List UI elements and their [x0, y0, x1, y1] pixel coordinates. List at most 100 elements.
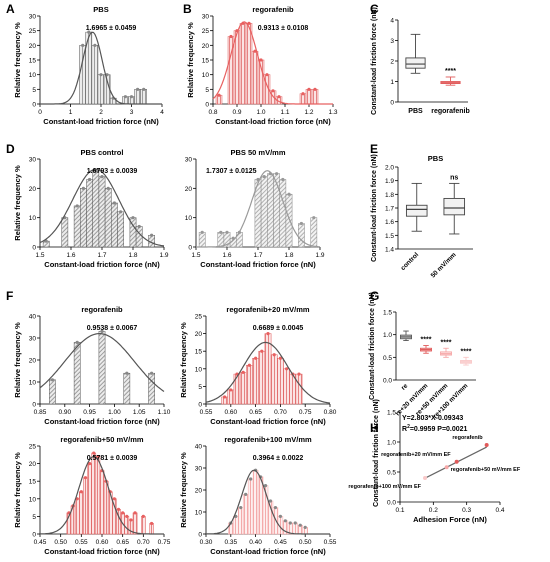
x-tick-label: 0.60 [96, 539, 109, 546]
x-axis-label: Constant-load friction force (nN) [44, 417, 160, 426]
y-axis-label: Constant-load friction force (nN) [371, 7, 378, 115]
x-tick-label: 1.5 [35, 252, 44, 259]
histogram-bar [267, 173, 274, 248]
point-label: regorafenib+20 mV/mm EF [381, 452, 451, 458]
gaussian-fit-curve [205, 469, 330, 535]
y-axis-label: Relative frequency % [13, 22, 22, 98]
x-tick-label: 0.50 [54, 539, 67, 546]
data-point-marker [137, 224, 141, 229]
data-point-marker [119, 210, 123, 214]
histogram-bar [111, 202, 118, 248]
x-tick-label: 1.2 [304, 109, 313, 116]
data-point-marker [121, 511, 125, 515]
histogram-bar [228, 522, 234, 535]
histogram-bar [99, 470, 105, 535]
data-point-marker [225, 230, 229, 234]
histogram-bar [92, 170, 100, 248]
scatter-point [444, 465, 449, 470]
x-tick-label: 0.75 [158, 539, 171, 546]
y-tick-label: 3 [390, 38, 394, 45]
y-tick-label: 30 [29, 14, 37, 21]
histogram-bar [252, 357, 259, 405]
data-point-marker [313, 87, 317, 91]
data-point-marker [75, 340, 79, 344]
x-tick-label: 1.9 [159, 252, 168, 259]
panel-letter-C: C [370, 2, 379, 16]
mean-annotation: 1.6965 ± 0.0459 [86, 25, 137, 32]
y-tick-label: 30 [202, 14, 210, 21]
x-tick-label: 0.85 [34, 409, 47, 416]
y-tick-label: 10 [185, 215, 193, 222]
x-axis-label: Constant-load friction force (nN) [210, 417, 326, 426]
x-tick-label: 1.6 [66, 252, 75, 259]
chart-title: regorafenib+50 mV/mm [60, 435, 143, 444]
histogram-bar [61, 217, 69, 248]
y-tick-label: 20 [29, 43, 37, 50]
point-label: regorafenib [452, 435, 483, 441]
x-tick-label: 0.3 [462, 507, 471, 514]
histogram-bar [140, 89, 147, 105]
histogram-bar [117, 211, 124, 248]
significance-marker: **** [445, 68, 456, 75]
y-tick-label: 0 [198, 402, 202, 409]
histogram-bar [217, 232, 225, 248]
r-squared-prefix: R [402, 426, 407, 433]
y-tick-label: 1.8 [385, 192, 394, 199]
y-tick-label: 1.6 [385, 219, 394, 226]
histogram-bar [239, 23, 247, 105]
gaussian-fit-curve [40, 455, 164, 535]
chart-title: PBS [93, 5, 108, 14]
histogram-bar [132, 512, 138, 535]
y-tick-label: 1.9 [385, 178, 394, 185]
data-point-marker [83, 476, 88, 480]
data-point-marker [99, 73, 103, 77]
chart-title: PBS [428, 154, 443, 163]
chart-title: regorafenib [252, 5, 294, 14]
y-tick-label: 20 [202, 43, 210, 50]
y-tick-label: 15 [29, 479, 37, 486]
x-tick-label: 0.2 [429, 507, 438, 514]
x-axis-label: Constant-load friction force (nN) [200, 260, 316, 269]
histogram-bar [87, 463, 92, 535]
y-tick-label: 1.5 [387, 410, 396, 417]
panel-letter-F: F [6, 289, 13, 303]
data-point-marker [293, 521, 297, 525]
data-point-marker [254, 356, 258, 360]
histogram-bar [79, 45, 87, 105]
histogram-bar [257, 476, 264, 535]
y-tick-label: 10 [29, 380, 37, 387]
mean-annotation: 0.9538 ± 0.0067 [87, 325, 138, 332]
x-tick-label: 0.70 [274, 409, 287, 416]
data-point-marker [281, 177, 285, 182]
data-point-marker [241, 370, 245, 374]
data-point-marker [129, 518, 133, 522]
y-tick-label: 2 [390, 59, 394, 66]
data-point-marker [133, 511, 137, 515]
data-point-marker [301, 92, 305, 96]
y-tick-label: 0 [32, 102, 36, 109]
data-point-marker [81, 43, 85, 47]
histogram-bar [148, 372, 155, 405]
gaussian-fit-curve [39, 333, 165, 392]
x-tick-label: 0.95 [83, 409, 96, 416]
y-tick-label: 10 [29, 72, 37, 79]
y-tick-label: 0 [390, 100, 394, 107]
histogram-bar [283, 368, 290, 405]
significance-marker: **** [441, 339, 452, 346]
x-tick-label: 1.8 [284, 252, 293, 259]
x-tick-label: 0.45 [274, 539, 287, 546]
data-point-marker [272, 353, 276, 357]
gaussian-fit-curve [40, 31, 162, 105]
data-point-marker [303, 525, 307, 530]
histogram-bar [112, 498, 117, 535]
data-point-marker [299, 221, 303, 226]
x-tick-label: 0.65 [249, 409, 262, 416]
histogram-bar [103, 480, 109, 535]
x-tick-label: 2 [99, 109, 103, 116]
histogram-bar [74, 498, 80, 535]
category-label: re [400, 382, 410, 392]
y-tick-label: 20 [195, 331, 203, 338]
x-tick-label: 0.75 [299, 409, 312, 416]
data-point-marker [129, 95, 134, 99]
histogram-bar [79, 491, 84, 535]
